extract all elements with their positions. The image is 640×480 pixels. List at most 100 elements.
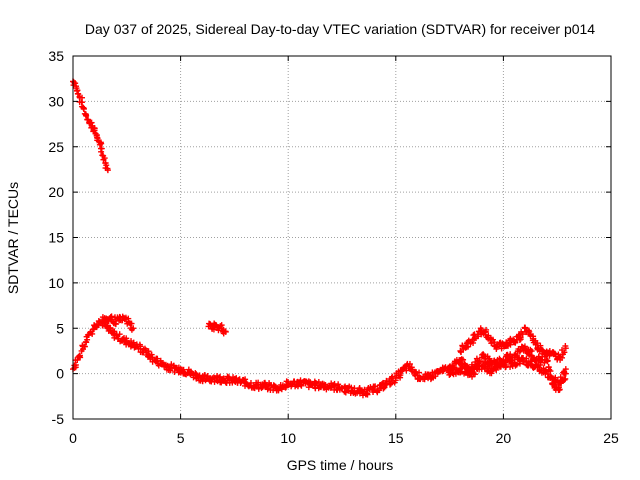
data-point	[242, 376, 249, 383]
data-point	[104, 167, 111, 174]
data-point	[561, 376, 568, 383]
data-point	[103, 162, 110, 169]
data-point	[513, 361, 520, 368]
data-point	[101, 155, 108, 162]
data-point	[477, 358, 484, 365]
data-point	[547, 374, 554, 381]
data-point	[519, 330, 526, 337]
data-point	[145, 348, 152, 355]
data-point	[525, 327, 532, 334]
data-point	[116, 331, 123, 338]
data-point	[460, 356, 467, 363]
data-point	[192, 370, 199, 377]
data-point	[403, 367, 410, 374]
data-point	[562, 342, 569, 349]
y-tick-label: 0	[56, 366, 64, 382]
x-tick-label: 10	[280, 430, 296, 446]
data-point	[75, 91, 82, 98]
data-point	[556, 386, 563, 393]
x-axis-label: GPS time / hours	[287, 457, 394, 473]
data-point	[397, 372, 404, 379]
data-point	[154, 355, 161, 362]
data-point	[128, 326, 135, 333]
data-point	[503, 362, 510, 369]
data-point	[549, 380, 556, 387]
data-point	[222, 328, 229, 335]
data-point	[493, 344, 500, 351]
data-point	[503, 339, 510, 346]
data-point	[537, 361, 544, 368]
data-point	[218, 322, 225, 329]
x-tick-label: 0	[69, 430, 77, 446]
data-point	[364, 391, 371, 398]
data-point	[298, 382, 305, 389]
data-point	[470, 339, 477, 346]
data-point	[255, 385, 262, 392]
data-point	[523, 355, 530, 362]
data-point	[389, 373, 396, 380]
y-tick-label: -5	[52, 411, 65, 427]
data-point	[84, 336, 91, 343]
data-point	[416, 369, 423, 376]
data-point	[482, 328, 489, 335]
y-tick-label: 30	[48, 93, 64, 109]
x-tick-label: 20	[496, 430, 512, 446]
data-point	[537, 342, 544, 349]
y-tick-label: 20	[48, 184, 64, 200]
data-point	[412, 372, 419, 379]
data-point	[216, 374, 223, 381]
data-point	[392, 377, 399, 384]
data-point	[113, 332, 120, 339]
data-point	[465, 343, 472, 350]
data-point	[72, 361, 79, 368]
data-point	[81, 343, 88, 350]
data-point	[193, 371, 200, 378]
data-point	[76, 352, 83, 359]
data-point	[462, 365, 469, 372]
x-tick-label: 15	[388, 430, 404, 446]
data-point	[358, 387, 365, 394]
data-point	[73, 87, 80, 94]
y-tick-label: 15	[48, 230, 64, 246]
data-point	[488, 370, 495, 377]
x-tick-label: 25	[603, 430, 619, 446]
data-point	[507, 341, 514, 348]
data-point	[167, 367, 174, 374]
data-point	[477, 325, 484, 332]
data-point	[98, 148, 105, 155]
data-point	[486, 355, 493, 362]
y-axis-label: SDTVAR / TECUs	[5, 182, 21, 294]
y-tick-label: 10	[48, 275, 64, 291]
data-point	[371, 383, 378, 390]
data-point	[128, 320, 135, 327]
data-point	[271, 383, 278, 390]
data-point	[517, 336, 524, 343]
data-point	[112, 321, 119, 328]
data-point	[550, 380, 557, 387]
data-point	[108, 313, 115, 320]
data-point	[562, 375, 569, 382]
data-point	[217, 373, 224, 380]
data-point	[380, 385, 387, 392]
data-point	[514, 352, 521, 359]
data-point	[516, 336, 523, 343]
data-point	[472, 371, 479, 378]
data-point	[80, 105, 87, 112]
data-point	[335, 381, 342, 388]
data-point	[105, 318, 112, 325]
data-point	[520, 358, 527, 365]
data-point	[432, 373, 439, 380]
y-tick-label: 35	[48, 48, 64, 64]
data-point	[94, 135, 101, 142]
data-point	[381, 384, 388, 391]
data-point	[561, 370, 568, 377]
data-point	[475, 333, 482, 340]
data-point	[73, 83, 80, 90]
data-point	[315, 378, 322, 385]
data-point	[91, 125, 98, 132]
data-point	[561, 349, 568, 356]
data-point	[544, 358, 551, 365]
data-point	[123, 335, 130, 342]
